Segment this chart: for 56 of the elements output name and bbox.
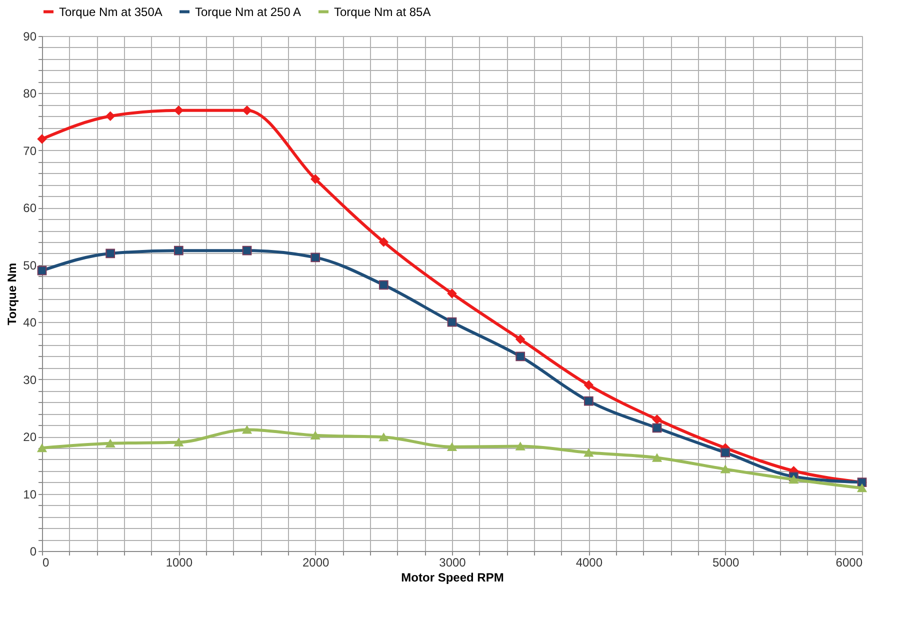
point: [242, 426, 252, 434]
point: [310, 174, 320, 184]
legend-label: Torque Nm at 85A: [334, 4, 431, 19]
point: [447, 317, 457, 327]
point: [174, 246, 184, 256]
y-tick-label: 40: [23, 316, 37, 330]
point: [174, 438, 184, 446]
point: [378, 237, 388, 247]
y-tick-label: 10: [23, 487, 37, 502]
x-tick-label: 0: [42, 556, 50, 570]
point: [447, 288, 457, 298]
y-tick-label: 90: [23, 30, 37, 44]
point: [37, 444, 47, 452]
point: [516, 334, 526, 344]
y-tick-label: 0: [30, 544, 37, 558]
point: [378, 433, 388, 442]
y-tick-label: 70: [23, 144, 37, 158]
x-tick-label: 5000: [712, 556, 740, 570]
x-tick-label: 4000: [576, 556, 603, 570]
point: [652, 454, 662, 462]
point: [242, 246, 252, 256]
point: [106, 439, 116, 448]
y-tick-label: 20: [23, 430, 37, 444]
point: [720, 448, 730, 458]
point: [652, 414, 662, 424]
y-tick-label: 50: [23, 258, 37, 272]
y-axis-title: Torque Nm: [5, 262, 20, 326]
point: [37, 134, 47, 144]
legend-label: Torque Nm at 250 A: [195, 4, 302, 19]
point: [310, 431, 320, 440]
point: [857, 484, 867, 492]
x-tick-label: 3000: [439, 556, 466, 570]
x-axis-title: Motor Speed RPM: [401, 570, 504, 584]
point: [788, 475, 798, 484]
point: [174, 106, 184, 116]
point: [106, 111, 116, 121]
point: [584, 396, 594, 406]
legend-label: Torque Nm at 350A: [59, 4, 162, 19]
point: [516, 352, 526, 362]
x-tick-label: 2000: [302, 556, 330, 570]
point: [37, 266, 47, 276]
point: [584, 380, 594, 390]
point: [106, 248, 116, 258]
point: [378, 280, 388, 290]
x-tick-label: 1000: [166, 556, 193, 570]
point: [310, 252, 320, 262]
point: [720, 465, 730, 474]
point: [652, 423, 662, 433]
x-tick-label: 6000: [836, 556, 863, 570]
point: [584, 448, 594, 457]
y-tick-label: 60: [23, 201, 37, 216]
point: [242, 106, 252, 116]
y-tick-label: 30: [23, 372, 37, 387]
point: [516, 442, 526, 450]
y-tick-label: 80: [23, 86, 37, 101]
point: [447, 442, 457, 451]
